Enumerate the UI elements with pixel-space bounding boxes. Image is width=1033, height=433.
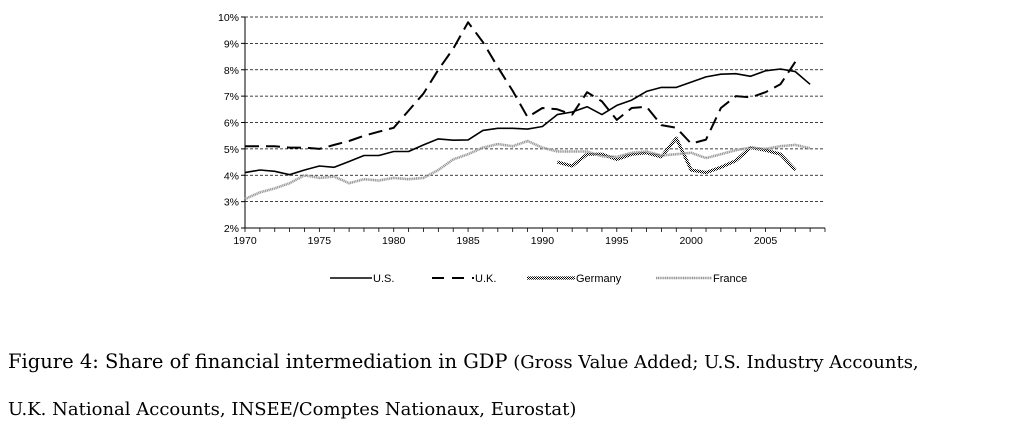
y-tick-label: 6% bbox=[224, 118, 239, 130]
y-tick-label: 2% bbox=[224, 223, 239, 235]
x-tick-label: 1990 bbox=[531, 235, 555, 247]
y-tick-label: 9% bbox=[224, 38, 239, 50]
y-tick-label: 7% bbox=[224, 91, 239, 103]
series-line-germany bbox=[556, 136, 797, 175]
caption-sources: (Gross Value Added; U.S. Industry Accoun… bbox=[507, 352, 919, 373]
x-tick-label: 1975 bbox=[308, 235, 332, 247]
legend-label: Germany bbox=[576, 273, 622, 285]
y-tick-label: 3% bbox=[224, 197, 239, 209]
legend-label: U.K. bbox=[475, 273, 496, 285]
x-tick-label: 1995 bbox=[605, 235, 629, 247]
legend: U.S. U.K. Germany France bbox=[330, 273, 747, 285]
axes: 2% 3% 4% 5% 6% 7% 8% 9% 10% 1970 1975 1980 1985 1990 1… bbox=[218, 12, 826, 247]
series-line-uk bbox=[245, 21, 797, 150]
y-tick-label: 8% bbox=[224, 65, 239, 77]
x-tick-label: 1985 bbox=[456, 235, 480, 247]
grid-lines bbox=[245, 16, 825, 203]
x-tick-label: 1980 bbox=[382, 235, 406, 247]
x-tick-label: 2000 bbox=[679, 235, 703, 247]
x-tick-label: 2005 bbox=[754, 235, 778, 247]
series-line-france bbox=[244, 139, 811, 201]
caption-title: Figure 4: Share of financial intermediat… bbox=[8, 350, 508, 373]
y-tick-label: 10% bbox=[218, 12, 239, 24]
series-line-us bbox=[244, 68, 811, 176]
y-tick-label: 4% bbox=[224, 170, 239, 182]
data-series bbox=[244, 21, 811, 201]
figure-caption: Figure 4: Share of financial intermediat… bbox=[8, 338, 1033, 433]
legend-label: France bbox=[713, 273, 747, 285]
legend-label: U.S. bbox=[373, 273, 394, 285]
line-chart: 2% 3% 4% 5% 6% 7% 8% 9% 10% 1970 1975 1980 1985 1990 1… bbox=[218, 12, 826, 285]
y-tick-label: 5% bbox=[224, 144, 239, 156]
caption-line-2: U.K. National Accounts, INSEE/Comptes Na… bbox=[8, 399, 577, 420]
caption-line-1: Figure 4: Share of financial intermediat… bbox=[8, 338, 1033, 386]
x-tick-label: 1970 bbox=[233, 235, 257, 247]
